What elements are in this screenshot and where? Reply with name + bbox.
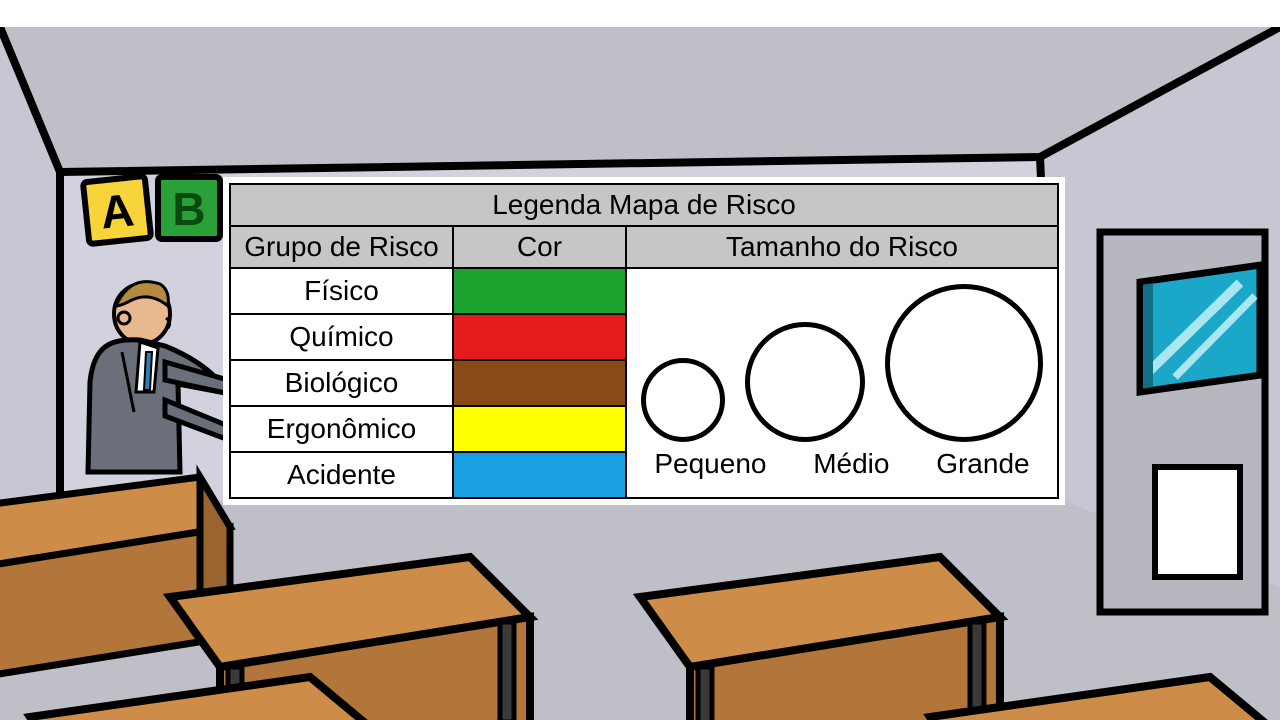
row-color-0 (453, 268, 626, 314)
row-label-2: Biológico (230, 360, 453, 406)
row-color-3 (453, 406, 626, 452)
svg-text:A: A (98, 183, 136, 238)
size-cell: Pequeno Médio Grande (626, 268, 1058, 498)
size-circle-2 (885, 284, 1043, 442)
row-color-2 (453, 360, 626, 406)
card-b: B (158, 177, 220, 239)
top-white-bar (0, 0, 1280, 27)
svg-text:B: B (172, 183, 205, 235)
row-color-1 (453, 314, 626, 360)
risk-legend-table: Legenda Mapa de Risco Grupo de Risco Cor… (225, 179, 1063, 503)
door (1100, 232, 1265, 612)
header-group: Grupo de Risco (230, 226, 453, 268)
row-label-0: Físico (230, 268, 453, 314)
risk-table: Legenda Mapa de Risco Grupo de Risco Cor… (229, 183, 1059, 499)
legend-title: Legenda Mapa de Risco (230, 184, 1058, 226)
row-label-3: Ergonômico (230, 406, 453, 452)
row-label-4: Acidente (230, 452, 453, 498)
row-label-1: Químico (230, 314, 453, 360)
row-color-4 (453, 452, 626, 498)
size-label-0: Pequeno (654, 448, 766, 480)
size-circle-1 (745, 322, 865, 442)
size-circles (631, 292, 1053, 442)
size-label-2: Grande (936, 448, 1029, 480)
classroom-scene: A B (0, 27, 1280, 720)
header-size: Tamanho do Risco (626, 226, 1058, 268)
stage: A B (0, 0, 1280, 720)
size-label-1: Médio (813, 448, 889, 480)
card-a: A (83, 176, 151, 244)
size-circle-0 (641, 358, 725, 442)
header-color: Cor (453, 226, 626, 268)
size-labels: Pequeno Médio Grande (631, 448, 1053, 480)
